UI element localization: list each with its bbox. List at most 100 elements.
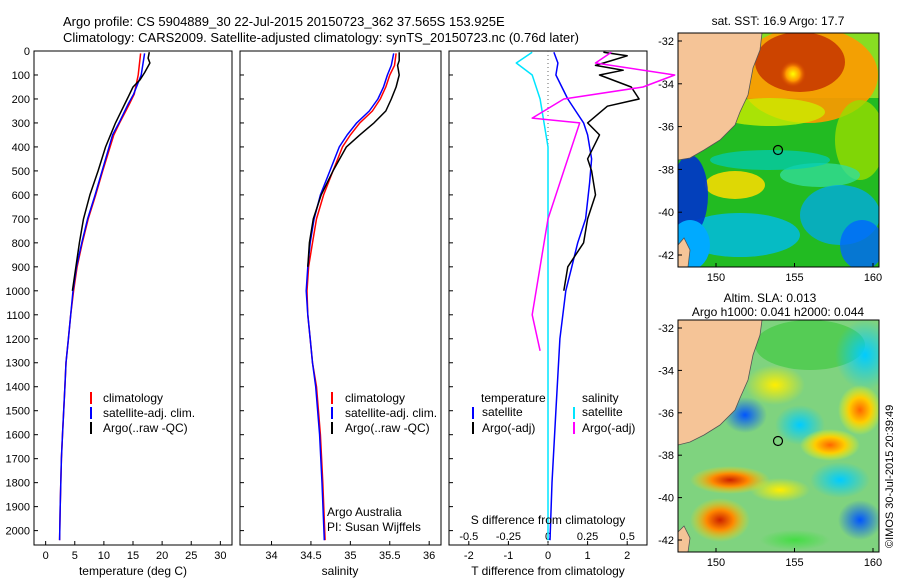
x-tick-label: 20 xyxy=(156,550,168,562)
map-ytick-label: -42 xyxy=(658,250,674,262)
argo-position-marker xyxy=(772,435,784,447)
sst-map-axes: -32 -34 -36 -38 -40 -42 150 155 160 xyxy=(658,36,882,284)
legend-title-temperature: temperature xyxy=(481,391,546,405)
map-xtick-label: 160 xyxy=(864,272,882,284)
sla-map-title-line-1: Altim. SLA: 0.013 xyxy=(724,291,817,305)
sla-map-frame xyxy=(677,319,880,553)
x-tick-label: 36 xyxy=(423,550,435,562)
legend-label-argo: Argo(..raw -QC) xyxy=(345,421,430,435)
depth-tick-label: 1300 xyxy=(6,358,30,370)
sst-map-frame xyxy=(677,32,880,268)
depth-tick-label: 1400 xyxy=(6,382,30,394)
difference-xlabel: T difference from climatology xyxy=(471,564,625,578)
legend-swatch-satellite xyxy=(331,407,333,419)
depth-tick-label: 200 xyxy=(12,94,30,106)
difference-legend-temperature: temperature satellite Argo(-adj) xyxy=(472,391,546,435)
x-tick-label: 0 xyxy=(545,550,551,562)
series-line-s-satellite xyxy=(515,51,549,541)
profile-lines xyxy=(58,51,676,545)
sst-map xyxy=(678,33,879,267)
pi-annotation-line-2: PI: Susan Wijffels xyxy=(327,520,421,534)
depth-tick-label: 900 xyxy=(12,262,30,274)
x-axes: 0 5 10 15 20 25 30 34 34.5 35 35.5 36 -2 -1 0 1 2 -0.5 -0.… xyxy=(43,531,635,562)
x-tick-label: 1 xyxy=(585,550,591,562)
land-mask xyxy=(678,320,763,446)
depth-tick-label: 1500 xyxy=(6,406,30,418)
x-top-tick-label: -0.5 xyxy=(459,531,478,543)
legend-swatch-climatology xyxy=(90,392,92,404)
series-line-t-argo-adj- xyxy=(563,51,640,291)
depth-tick-label: 1700 xyxy=(6,454,30,466)
depth-axis: 0 100 200 300 400 500 600 700 800 900 1000 1100 1200… xyxy=(6,46,453,538)
depth-tick-label: 700 xyxy=(12,214,30,226)
land-mask xyxy=(678,33,763,161)
x-tick-label: -2 xyxy=(464,550,474,562)
depth-tick-label: 1000 xyxy=(6,286,30,298)
legend-label-climatology: climatology xyxy=(345,391,405,405)
legend-swatch-t-satellite xyxy=(472,407,474,419)
salinity-plot-frame xyxy=(239,50,442,546)
difference-top-xlabel: S difference from climatology xyxy=(471,513,626,527)
depth-tick-label: 500 xyxy=(12,166,30,178)
depth-tick-label: 400 xyxy=(12,142,30,154)
x-tick-label: -1 xyxy=(504,550,514,562)
legend-label-satellite: satellite-adj. clim. xyxy=(103,406,195,420)
header-line-1: Argo profile: CS 5904889_30 22-Jul-2015 … xyxy=(63,14,505,29)
depth-tick-label: 300 xyxy=(12,118,30,130)
map-ytick-label: -38 xyxy=(658,450,674,462)
x-tick-label: 25 xyxy=(185,550,197,562)
map-ytick-label: -36 xyxy=(658,122,674,134)
map-ytick-label: -34 xyxy=(658,79,674,91)
series-line-argo-raw-qc- xyxy=(71,52,151,291)
legend-label-t-satellite: satellite xyxy=(482,405,523,419)
salinity-legend: climatology satellite-adj. clim. Argo(..… xyxy=(331,391,437,435)
legend-label-s-satellite: satellite xyxy=(582,405,623,419)
difference-legend-salinity: salinity satellite Argo(-adj) xyxy=(573,391,635,435)
depth-tick-label: 600 xyxy=(12,190,30,202)
salinity-xlabel: salinity xyxy=(322,564,359,578)
sla-map-title-line-2: Argo h1000: 0.041 h2000: 0.044 xyxy=(692,305,864,319)
legend-swatch-climatology xyxy=(331,392,333,404)
depth-tick-label: 0 xyxy=(24,46,30,58)
legend-label-climatology: climatology xyxy=(103,391,163,405)
map-xtick-label: 155 xyxy=(785,272,803,284)
map-ytick-label: -42 xyxy=(658,535,674,547)
x-tick-label: 10 xyxy=(98,550,110,562)
series-line-argo-raw-qc- xyxy=(307,52,400,267)
map-ytick-label: -40 xyxy=(658,207,674,219)
map-xtick-label: 150 xyxy=(707,272,725,284)
x-tick-label: 0 xyxy=(43,550,49,562)
map-ytick-label: -36 xyxy=(658,408,674,420)
depth-tick-label: 1800 xyxy=(6,478,30,490)
map-ytick-label: -32 xyxy=(658,36,674,48)
depth-tick-label: 800 xyxy=(12,238,30,250)
legend-swatch-s-satellite xyxy=(573,407,575,419)
depth-tick-label: 1900 xyxy=(6,502,30,514)
sla-map xyxy=(678,320,879,552)
land-mask xyxy=(678,237,691,267)
sst-map-title: sat. SST: 16.9 Argo: 17.7 xyxy=(712,14,845,28)
x-top-tick-label: 0.25 xyxy=(577,531,598,543)
x-tick-label: 15 xyxy=(127,550,139,562)
depth-tick-label: 1100 xyxy=(6,310,30,322)
legend-label-t-argo: Argo(-adj) xyxy=(482,421,535,435)
depth-tick-label: 2000 xyxy=(6,526,30,538)
imos-credit: ©IMOS 30-Jul-2015 20:39:49 xyxy=(884,405,896,548)
x-tick-label: 35.5 xyxy=(379,550,400,562)
argo-position-marker xyxy=(772,144,784,156)
map-xtick-label: 155 xyxy=(785,557,803,569)
map-ytick-label: -32 xyxy=(658,323,674,335)
series-line-t-satellite xyxy=(549,51,593,541)
map-xtick-label: 160 xyxy=(864,557,882,569)
depth-tick-label: 100 xyxy=(12,70,30,82)
legend-swatch-t-argo xyxy=(472,422,474,434)
x-tick-label: 35 xyxy=(344,550,356,562)
header-line-2: Climatology: CARS2009. Satellite-adjuste… xyxy=(63,30,579,45)
legend-swatch-satellite xyxy=(90,407,92,419)
legend-label-argo: Argo(..raw -QC) xyxy=(103,421,188,435)
x-tick-label: 34.5 xyxy=(300,550,321,562)
legend-swatch-s-argo xyxy=(573,422,575,434)
legend-title-salinity: salinity xyxy=(582,391,619,405)
pi-annotation-line-1: Argo Australia xyxy=(327,505,402,519)
